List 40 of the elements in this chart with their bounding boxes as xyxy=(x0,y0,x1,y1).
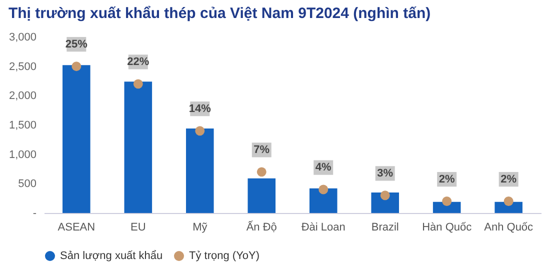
point xyxy=(504,196,514,206)
point xyxy=(318,184,328,194)
legend-label: Sản lượng xuất khẩu xyxy=(60,250,163,262)
point xyxy=(380,190,390,200)
data-label: 25% xyxy=(65,38,88,50)
point xyxy=(442,196,452,206)
y-tick-label: 2,000 xyxy=(8,90,36,102)
y-tick-label: 2,500 xyxy=(8,60,36,73)
data-label: 3% xyxy=(377,167,394,180)
data-label: 14% xyxy=(188,102,212,115)
bar xyxy=(309,188,338,213)
data-label: 7% xyxy=(254,144,270,156)
x-tick-label: Hàn Quốc xyxy=(422,222,472,234)
y-tick-label: 1,000 xyxy=(8,148,36,161)
point xyxy=(72,62,82,72)
data-label: 4% xyxy=(315,162,332,174)
data-label: 22% xyxy=(127,56,150,68)
y-tick-label: 3,000 xyxy=(8,32,36,44)
bar xyxy=(494,202,522,213)
x-tick-label: Ấn Độ xyxy=(246,220,277,234)
point xyxy=(256,167,266,177)
x-tick-label: Mỹ xyxy=(192,222,208,234)
y-tick-label: - xyxy=(32,208,37,220)
x-tick-label: Anh Quốc xyxy=(484,222,534,234)
x-tick-label: Brazil xyxy=(371,222,399,234)
bar xyxy=(186,128,214,213)
y-tick-label: 1,500 xyxy=(8,120,36,132)
bar xyxy=(124,82,152,213)
x-tick-label: Đài Loan xyxy=(301,222,346,234)
bar xyxy=(62,65,90,213)
y-tick-label: 500 xyxy=(18,178,36,190)
legend-label: Tỷ trọng (YoY) xyxy=(189,250,260,262)
x-tick-label: ASEAN xyxy=(58,222,96,234)
bar xyxy=(248,178,276,213)
data-label: 2% xyxy=(438,173,456,186)
data-label: 2% xyxy=(500,173,517,186)
point xyxy=(195,126,205,136)
x-tick-label: EU xyxy=(130,222,146,234)
point xyxy=(133,79,143,89)
chart-title: Thị trường xuất khẩu thép của Việt Nam 9T2024 (nghìn tấn) xyxy=(8,5,431,22)
